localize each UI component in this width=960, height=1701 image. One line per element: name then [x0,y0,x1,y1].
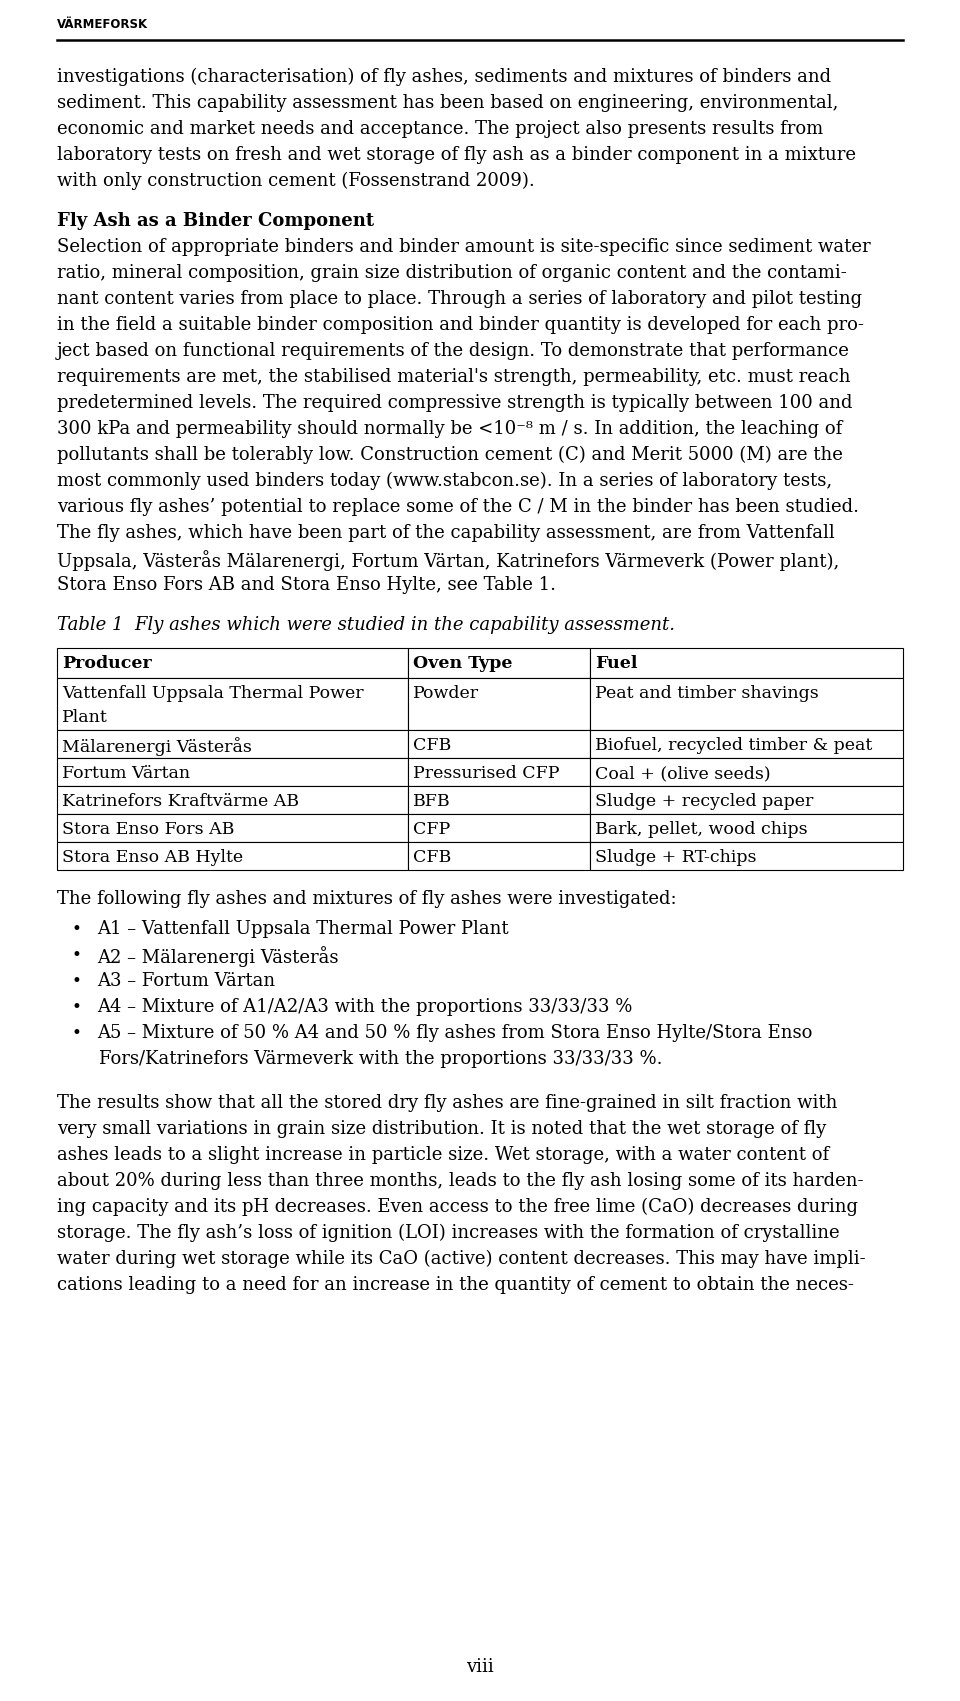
Text: Fors/Katrinefors Värmeverk with the proportions 33/33/33 %.: Fors/Katrinefors Värmeverk with the prop… [99,1050,662,1068]
Text: Stora Enso Fors AB: Stora Enso Fors AB [62,822,234,839]
Text: predetermined levels. The required compressive strength is typically between 100: predetermined levels. The required compr… [57,395,852,412]
Text: •: • [71,973,81,990]
Text: various fly ashes’ potential to replace some of the C / M in the binder has been: various fly ashes’ potential to replace … [57,498,859,515]
Text: The results show that all the stored dry fly ashes are fine-grained in silt frac: The results show that all the stored dry… [57,1094,837,1112]
Bar [57,786,408,815]
Text: Producer: Producer [62,655,152,672]
Bar [408,730,590,759]
Bar [408,842,590,869]
Text: •: • [71,920,81,937]
Text: ratio, mineral composition, grain size distribution of organic content and the c: ratio, mineral composition, grain size d… [57,264,847,282]
Text: Coal + (olive seeds): Coal + (olive seeds) [595,765,771,782]
Bar [57,759,408,786]
Text: CFP: CFP [413,822,450,839]
Bar [590,648,903,679]
Text: A4 – Mixture of A1/A2/A3 with the proportions 33/33/33 %: A4 – Mixture of A1/A2/A3 with the propor… [97,998,633,1015]
Text: sediment. This capability assessment has been based on engineering, environmenta: sediment. This capability assessment has… [57,94,838,112]
Text: Biofuel, recycled timber & peat: Biofuel, recycled timber & peat [595,737,873,754]
Bar [408,679,590,730]
Text: A2 – Mälarenergi Västerås: A2 – Mälarenergi Västerås [97,946,339,966]
Text: Fortum Värtan: Fortum Värtan [62,765,190,782]
Bar [590,842,903,869]
Text: ject based on functional requirements of the design. To demonstrate that perform: ject based on functional requirements of… [57,342,850,361]
Bar [590,759,903,786]
Bar [590,786,903,815]
Text: Sludge + recycled paper: Sludge + recycled paper [595,793,813,810]
Text: A5 – Mixture of 50 % A4 and 50 % fly ashes from Stora Enso Hylte/Stora Enso: A5 – Mixture of 50 % A4 and 50 % fly ash… [97,1024,812,1043]
Text: Peat and timber shavings: Peat and timber shavings [595,686,819,703]
Text: Powder: Powder [413,686,479,703]
Bar [408,786,590,815]
Bar [57,679,408,730]
Bar [57,815,408,842]
Text: Fuel: Fuel [595,655,637,672]
Bar [57,730,408,759]
Text: Stora Enso Fors AB and Stora Enso Hylte, see Table 1.: Stora Enso Fors AB and Stora Enso Hylte,… [57,577,556,594]
Text: Stora Enso AB Hylte: Stora Enso AB Hylte [62,849,243,866]
Text: economic and market needs and acceptance. The project also presents results from: economic and market needs and acceptance… [57,121,824,138]
Text: A1 – Vattenfall Uppsala Thermal Power Plant: A1 – Vattenfall Uppsala Thermal Power Pl… [97,920,509,937]
Text: laboratory tests on fresh and wet storage of fly ash as a binder component in a : laboratory tests on fresh and wet storag… [57,146,856,163]
Text: Fly Ash as a Binder Component: Fly Ash as a Binder Component [57,213,374,230]
Text: BFB: BFB [413,793,450,810]
Text: Plant: Plant [62,709,108,726]
Text: Table 1  Fly ashes which were studied in the capability assessment.: Table 1 Fly ashes which were studied in … [57,616,675,634]
Text: Bark, pellet, wood chips: Bark, pellet, wood chips [595,822,807,839]
Text: Sludge + RT-chips: Sludge + RT-chips [595,849,756,866]
Text: requirements are met, the stabilised material's strength, permeability, etc. mus: requirements are met, the stabilised mat… [57,367,851,386]
Bar [408,648,590,679]
Text: viii: viii [467,1658,493,1675]
Text: CFB: CFB [413,737,451,754]
Text: Vattenfall Uppsala Thermal Power: Vattenfall Uppsala Thermal Power [62,686,364,703]
Text: Mälarenergi Västerås: Mälarenergi Västerås [62,737,252,755]
Text: most commonly used binders today (www.stabcon.se). In a series of laboratory tes: most commonly used binders today (www.st… [57,471,832,490]
Bar [590,730,903,759]
Text: Oven Type: Oven Type [413,655,513,672]
Text: Pressurised CFP: Pressurised CFP [413,765,560,782]
Text: in the field a suitable binder composition and binder quantity is developed for : in the field a suitable binder compositi… [57,316,864,333]
Text: investigations (characterisation) of fly ashes, sediments and mixtures of binder: investigations (characterisation) of fly… [57,68,831,87]
Text: nant content varies from place to place. Through a series of laboratory and pilo: nant content varies from place to place.… [57,289,862,308]
Text: 300 kPa and permeability should normally be <10⁻⁸ m / s. In addition, the leachi: 300 kPa and permeability should normally… [57,420,842,437]
Text: VÄRMEFORSK: VÄRMEFORSK [57,19,148,31]
Text: about 20% during less than three months, leads to the fly ash losing some of its: about 20% during less than three months,… [57,1172,863,1191]
Bar [57,842,408,869]
Text: ashes leads to a slight increase in particle size. Wet storage, with a water con: ashes leads to a slight increase in part… [57,1146,829,1163]
Text: A3 – Fortum Värtan: A3 – Fortum Värtan [97,971,276,990]
Text: Uppsala, Västerås Mälarenergi, Fortum Värtan, Katrinefors Värmeverk (Power plant: Uppsala, Västerås Mälarenergi, Fortum Vä… [57,549,839,572]
Text: storage. The fly ash’s loss of ignition (LOI) increases with the formation of cr: storage. The fly ash’s loss of ignition … [57,1225,840,1242]
Text: Selection of appropriate binders and binder amount is site-specific since sedime: Selection of appropriate binders and bin… [57,238,871,255]
Bar [57,648,408,679]
Bar [408,815,590,842]
Text: very small variations in grain size distribution. It is noted that the wet stora: very small variations in grain size dist… [57,1119,827,1138]
Bar [408,759,590,786]
Bar [590,815,903,842]
Text: Katrinefors Kraftvärme AB: Katrinefors Kraftvärme AB [62,793,299,810]
Bar [590,679,903,730]
Text: pollutants shall be tolerably low. Construction cement (C) and Merit 5000 (M) ar: pollutants shall be tolerably low. Const… [57,446,843,464]
Text: ing capacity and its pH decreases. Even access to the free lime (CaO) decreases : ing capacity and its pH decreases. Even … [57,1198,858,1216]
Text: The fly ashes, which have been part of the capability assessment, are from Vatte: The fly ashes, which have been part of t… [57,524,835,543]
Text: •: • [71,1026,81,1043]
Text: with only construction cement (Fossenstrand 2009).: with only construction cement (Fossenstr… [57,172,535,191]
Text: water during wet storage while its CaO (active) content decreases. This may have: water during wet storage while its CaO (… [57,1250,866,1269]
Text: CFB: CFB [413,849,451,866]
Text: •: • [71,998,81,1015]
Text: The following fly ashes and mixtures of fly ashes were investigated:: The following fly ashes and mixtures of … [57,890,677,908]
Text: cations leading to a need for an increase in the quantity of cement to obtain th: cations leading to a need for an increas… [57,1276,853,1294]
Text: •: • [71,947,81,964]
